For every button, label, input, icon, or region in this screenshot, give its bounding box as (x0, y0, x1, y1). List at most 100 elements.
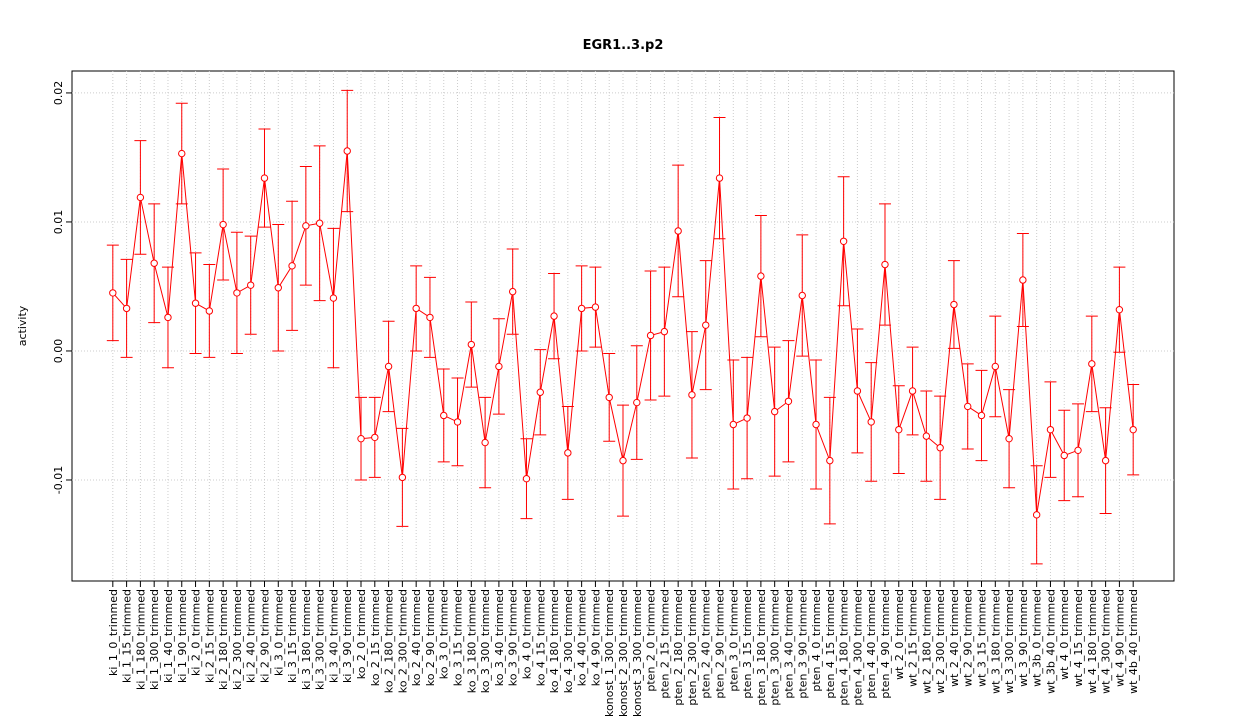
data-point (839, 237, 848, 246)
x-tick-label: wt_2_300_trimmed (934, 589, 947, 694)
x-tick-label: ko_2_40_trimmed (410, 589, 423, 686)
x-tick-label: ko_4_40_trimmed (576, 589, 589, 686)
x-tick-label: ki_2_90_trimmed (258, 589, 271, 683)
y-axis-label: activity (16, 305, 29, 346)
x-tick-label: pten_3_300_trimmed (769, 589, 782, 706)
data-point (412, 304, 420, 313)
x-tick-label: pten_4_300_trimmed (851, 589, 864, 706)
x-tick-label: wt_4_90_trimmed (1113, 589, 1126, 687)
data-point (247, 281, 255, 289)
x-tick-label: wt_3b_0_trimmed (1031, 589, 1044, 687)
data-point (136, 193, 145, 202)
x-tick-label: ki_1_15_trimmed (121, 589, 134, 683)
data-point (1032, 511, 1041, 519)
x-tick-label: wt_4_15_trimmed (1072, 589, 1085, 687)
x-tick-label: ki_3_40_trimmed (327, 589, 340, 683)
data-point (481, 438, 489, 447)
data-point (784, 397, 793, 405)
data-point (508, 287, 517, 296)
data-point (1046, 425, 1055, 434)
x-tick-label: ki_3_0_trimmed (272, 589, 285, 676)
x-tick-label: wt_2_0_trimmed (893, 589, 906, 680)
x-tick-label: pten_3_40_trimmed (782, 589, 795, 699)
data-point (770, 407, 779, 416)
data-point (1060, 451, 1068, 460)
x-tick-label: ko_2_90_trimmed (424, 589, 437, 686)
data-point (674, 227, 682, 235)
x-tick-label: ko_3_180_trimmed (465, 589, 478, 693)
data-point (729, 420, 738, 429)
data-point (122, 304, 131, 313)
x-tick-label: ki_2_15_trimmed (203, 589, 216, 683)
x-tick-label: ki_3_180_trimmed (300, 589, 313, 690)
x-tick-label: pten_2_300_trimmed (686, 589, 699, 706)
x-tick-label: ko_4_300_trimmed (562, 589, 575, 693)
x-tick-label: ko_4_90_trimmed (589, 589, 602, 686)
data-point (619, 456, 627, 465)
x-tick-label: ko_4_15_trimmed (534, 589, 547, 686)
x-tick-label: konost_1_300_trimmed (603, 589, 616, 717)
data-point (288, 262, 296, 270)
data-point (991, 362, 999, 371)
x-tick-label: ki_3_90_trimmed (341, 589, 354, 683)
x-tick-label: ki_1_180_trimmed (134, 589, 147, 690)
x-tick-label: wt_4_180_trimmed (1086, 589, 1099, 694)
y-tick-label: 0.02 (52, 81, 65, 106)
data-point (315, 219, 324, 227)
x-tick-label: wt_3_90_trimmed (1017, 589, 1030, 687)
x-tick-label: pten_3_0_trimmed (727, 589, 740, 692)
y-tick-label: 0.01 (52, 210, 65, 235)
data-point (550, 312, 558, 320)
x-tick-label: ki_1_0_trimmed (107, 589, 120, 676)
x-tick-label: ko_2_0_trimmed (355, 589, 368, 679)
x-tick-label: wt_3_180_trimmed (989, 589, 1002, 694)
x-tick-label: ki_2_40_trimmed (245, 589, 258, 683)
data-point (329, 294, 338, 302)
data-point (453, 418, 462, 426)
data-point (1115, 305, 1124, 314)
x-tick-label: ki_3_15_trimmed (286, 589, 299, 683)
data-point (826, 456, 834, 465)
data-point (357, 434, 365, 443)
data-point (205, 307, 214, 315)
x-tick-label: wt_2_40_trimmed (948, 589, 961, 687)
data-point (1019, 276, 1027, 284)
data-point (812, 420, 820, 429)
x-tick-label: ko_4_0_trimmed (520, 589, 533, 679)
data-point (1088, 360, 1096, 368)
x-tick-label: pten_4_0_trimmed (810, 589, 823, 692)
data-point (977, 411, 986, 420)
x-tick-label: pten_3_15_trimmed (741, 589, 754, 699)
data-point (398, 473, 407, 482)
data-point (164, 313, 172, 322)
x-tick-label: ko_3_0_trimmed (438, 589, 451, 679)
data-point (867, 418, 875, 426)
data-point (688, 391, 696, 399)
data-point (343, 147, 351, 155)
x-tick-label: wt_2_15_trimmed (907, 589, 920, 687)
x-tick-label: wt_3b_40_trimmed (1044, 589, 1057, 694)
x-tick-label: ko_3_15_trimmed (452, 589, 465, 686)
data-point (633, 398, 641, 407)
x-tick-label: wt_3_300_trimmed (1003, 589, 1016, 694)
x-tick-label: ko_3_300_trimmed (479, 589, 492, 693)
x-tick-label: ki_1_40_trimmed (162, 589, 175, 683)
x-tick-label: pten_2_40_trimmed (700, 589, 713, 699)
data-point (853, 387, 862, 395)
data-point (178, 149, 186, 158)
x-tick-label: wt_4_0_trimmed (1058, 589, 1071, 680)
data-point (922, 432, 931, 440)
x-tick-label: wt_4b_40_trimmed (1127, 589, 1140, 694)
x-tick-label: pten_2_15_trimmed (658, 589, 671, 699)
x-tick-label: pten_4_180_trimmed (838, 589, 851, 706)
data-point (646, 331, 655, 340)
x-tick-label: ko_2_300_trimmed (396, 589, 409, 693)
data-point (715, 174, 724, 182)
y-tick-label: -0.01 (52, 466, 65, 494)
x-tick-label: ki_1_90_trimmed (176, 589, 189, 683)
x-tick-label: konost_2_300_trimmed (617, 589, 630, 717)
data-point (495, 362, 503, 371)
data-point (908, 387, 917, 395)
x-tick-label: ki_1_300_trimmed (148, 589, 161, 690)
x-tick-label: pten_2_180_trimmed (672, 589, 685, 706)
